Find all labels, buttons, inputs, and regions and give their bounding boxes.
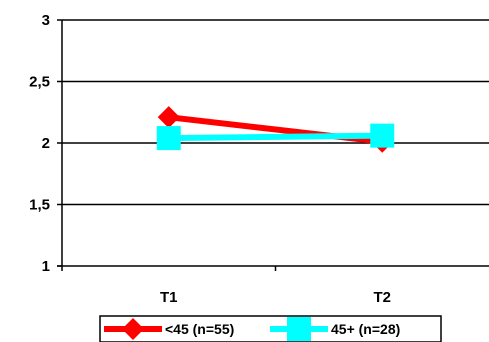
legend-entry: 45+ (n=28) [270, 317, 400, 341]
legend-marker [122, 318, 144, 340]
y-tick-label: 2 [42, 135, 50, 152]
legend: <45 (n=55) 45+ (n=28) [99, 315, 442, 342]
x-tick-label: T2 [373, 289, 391, 306]
y-axis-ticks: 1 1,5 2 2,5 3 [29, 12, 62, 275]
x-tick-label: T1 [160, 289, 178, 306]
y-tick-label: 1 [42, 258, 50, 275]
legend-marker [287, 317, 311, 341]
gridlines [62, 19, 489, 206]
y-tick-label: 3 [42, 12, 50, 29]
series-1 [157, 106, 394, 153]
series-layer [156, 106, 395, 153]
data-point [156, 126, 181, 151]
legend-entry: <45 (n=55) [104, 318, 234, 340]
y-tick-label: 1,5 [29, 197, 50, 214]
y-tick-label: 2,5 [29, 74, 50, 91]
data-point [370, 123, 395, 148]
series-line [168, 132, 383, 142]
legend-label: 45+ (n=28) [331, 321, 400, 337]
axes [57, 20, 489, 271]
legend-label: <45 (n=55) [165, 321, 234, 337]
data-point [157, 106, 180, 129]
series-2 [156, 123, 395, 151]
x-axis-ticks: T1 T2 [160, 266, 391, 306]
